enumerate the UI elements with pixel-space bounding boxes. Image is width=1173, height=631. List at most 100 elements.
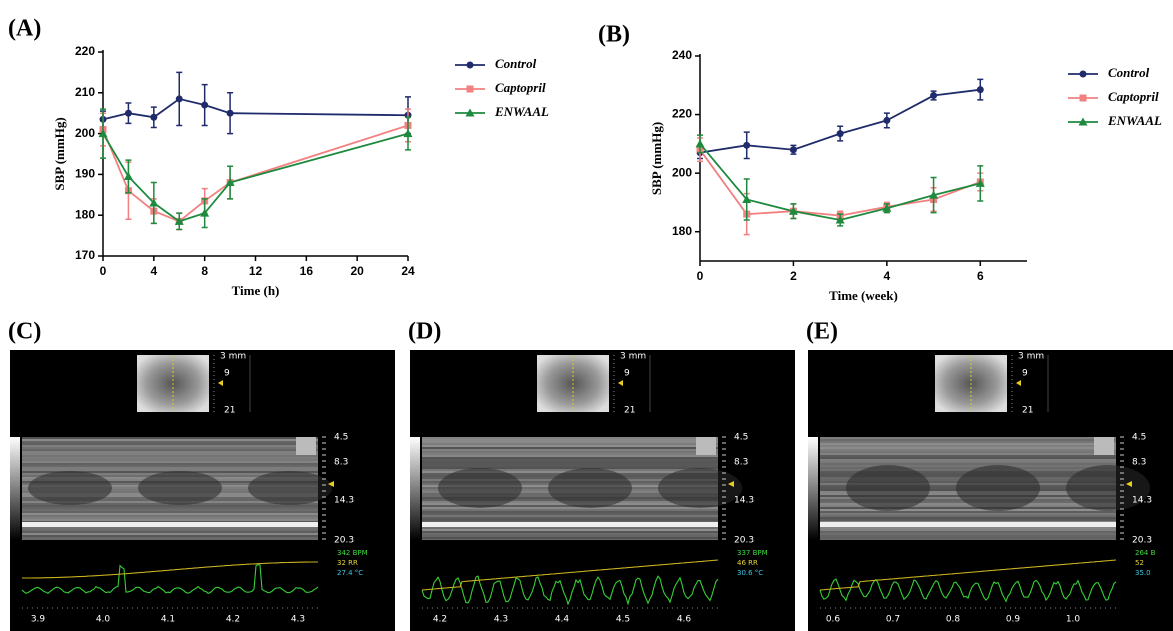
marker [695, 139, 705, 148]
mmode-scale-label: 20.3 [334, 536, 354, 546]
legend-label: Control [495, 56, 537, 71]
mmode-scale-label: 14.3 [334, 496, 354, 506]
x-tick-label: 4 [884, 269, 891, 283]
mmode-chamber [956, 465, 1040, 511]
time-tick-label: 4.2 [433, 615, 447, 625]
y-tick-label: 170 [75, 248, 95, 262]
mmode-scale-label: 8.3 [334, 458, 348, 468]
mmode-wall [422, 522, 718, 527]
depth-label: 9 [1022, 369, 1028, 379]
readout: 342 BPM [337, 549, 368, 557]
marker [1078, 117, 1088, 126]
panel-label: (D) [408, 319, 441, 345]
time-tick-label: 4.5 [616, 615, 630, 625]
mmode-marker [328, 481, 334, 487]
mmode-scale-label: 14.3 [734, 496, 754, 506]
marker [883, 116, 891, 124]
marker [175, 95, 183, 103]
mmode-scale-label: 8.3 [734, 458, 748, 468]
x-tick-label: 0 [697, 269, 704, 283]
x-tick-label: 6 [977, 269, 984, 283]
legend-label: Captopril [495, 80, 546, 95]
marker [788, 206, 798, 215]
x-tick-label: 16 [300, 264, 314, 278]
mmode-icon [696, 437, 716, 455]
marker [150, 113, 158, 121]
time-tick-label: 0.6 [826, 615, 841, 625]
gray-bar [808, 437, 818, 540]
time-tick-label: 4.3 [291, 615, 305, 625]
time-tick-label: 4.6 [677, 615, 692, 625]
y-tick-label: 220 [672, 107, 692, 121]
legend-label: ENWAAL [1107, 113, 1162, 128]
mmode-scale-label: 4.5 [734, 433, 748, 443]
mmode-chamber [248, 471, 332, 505]
readout: 35.0 [1135, 569, 1151, 577]
readout: 337 BPM [737, 549, 768, 557]
mmode-chamber [438, 468, 522, 508]
time-tick-label: 4.3 [494, 615, 508, 625]
resp-trace [819, 559, 1117, 591]
mmode-chamber [138, 471, 222, 505]
legend-label: ENWAAL [494, 104, 549, 119]
x-axis-label: Time (week) [829, 288, 898, 303]
mmode-chamber [28, 471, 112, 505]
mmode-scale-label: 14.3 [1132, 496, 1152, 506]
time-tick-label: 4.4 [555, 615, 570, 625]
y-axis-label: SBP (mmHg) [649, 122, 664, 195]
time-tick-label: 0.7 [886, 615, 900, 625]
marker [742, 195, 752, 203]
marker [98, 129, 108, 138]
series-line [102, 97, 409, 121]
x-tick-label: 8 [201, 264, 208, 278]
marker [200, 208, 210, 217]
time-tick-label: 4.1 [161, 615, 175, 625]
readout: 264 B [1135, 549, 1156, 557]
y-tick-label: 190 [75, 167, 95, 181]
ecg-trace [819, 578, 1117, 603]
panel-label: (C) [8, 319, 41, 345]
marker [929, 190, 939, 199]
marker [930, 92, 938, 100]
resp-trace [421, 559, 719, 591]
marker [466, 61, 474, 69]
readout: 27.4 °C [337, 569, 363, 577]
depth-label: 9 [224, 369, 230, 379]
depth-marker [618, 380, 623, 386]
depth-label: 3 mm [620, 352, 646, 362]
depth-label: 9 [624, 369, 630, 379]
mmode-icon [296, 437, 316, 455]
mmode-scale-label: 4.5 [334, 433, 348, 443]
gray-bar [10, 437, 20, 540]
marker [789, 146, 797, 154]
y-tick-label: 180 [672, 224, 692, 238]
time-tick-label: 0.8 [946, 615, 961, 625]
marker [465, 108, 475, 117]
panel-label: (B) [598, 22, 630, 48]
readout: 30.6 °C [737, 569, 763, 577]
marker [1079, 70, 1087, 78]
x-tick-label: 4 [150, 264, 157, 278]
readout: 32 RR [337, 559, 358, 567]
marker [835, 215, 845, 224]
x-tick-label: 24 [401, 264, 415, 278]
y-tick-label: 220 [75, 44, 95, 58]
y-tick-label: 200 [672, 165, 692, 179]
marker [1079, 94, 1087, 102]
depth-marker [1016, 380, 1021, 386]
time-tick-label: 0.9 [1006, 615, 1021, 625]
legend-label: Control [1108, 65, 1150, 80]
x-tick-label: 12 [249, 264, 263, 278]
marker [226, 109, 234, 117]
marker [403, 129, 413, 138]
series-line [699, 88, 981, 154]
mmode-icon [1094, 437, 1114, 455]
mmode-scale-label: 20.3 [734, 536, 754, 546]
marker [225, 178, 235, 187]
x-axis-label: Time (h) [232, 283, 280, 298]
marker [174, 216, 184, 225]
time-tick-label: 4.0 [96, 615, 111, 625]
mmode-chamber [548, 468, 632, 508]
depth-label: 21 [624, 406, 635, 416]
marker [882, 203, 892, 212]
